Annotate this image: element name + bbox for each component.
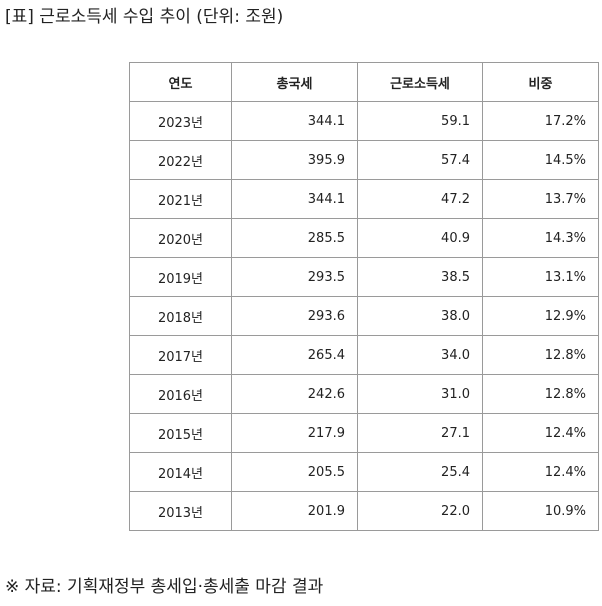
cell-total-tax: 242.6 [231, 374, 358, 414]
cell-share: 12.8% [482, 335, 599, 375]
cell-total-tax: 265.4 [231, 335, 358, 375]
cell-year: 2020년 [129, 218, 232, 258]
cell-income-tax: 31.0 [357, 374, 483, 414]
table-row: 2019년 293.5 38.5 13.1% [129, 257, 599, 297]
cell-income-tax: 47.2 [357, 179, 483, 219]
table-row: 2020년 285.5 40.9 14.3% [129, 218, 599, 258]
cell-share: 14.5% [482, 140, 599, 180]
table-row: 2018년 293.6 38.0 12.9% [129, 296, 599, 336]
cell-income-tax: 59.1 [357, 101, 483, 141]
cell-total-tax: 201.9 [231, 491, 358, 531]
cell-total-tax: 344.1 [231, 179, 358, 219]
table-row: 2022년 395.9 57.4 14.5% [129, 140, 599, 180]
cell-year: 2018년 [129, 296, 232, 336]
cell-income-tax: 22.0 [357, 491, 483, 531]
cell-share: 12.9% [482, 296, 599, 336]
header-income-tax: 근로소득세 [357, 62, 483, 102]
table-row: 2014년 205.5 25.4 12.4% [129, 452, 599, 492]
source-note: ※ 자료: 기획재정부 총세입·총세출 마감 결과 [5, 577, 324, 597]
cell-total-tax: 205.5 [231, 452, 358, 492]
cell-total-tax: 395.9 [231, 140, 358, 180]
cell-year: 2016년 [129, 374, 232, 414]
income-tax-table: 연도 총국세 근로소득세 비중 2023년 344.1 59.1 17.2% 2022년… [129, 62, 599, 531]
cell-year: 2021년 [129, 179, 232, 219]
header-year: 연도 [129, 62, 232, 102]
cell-year: 2019년 [129, 257, 232, 297]
cell-total-tax: 293.5 [231, 257, 358, 297]
cell-share: 12.4% [482, 452, 599, 492]
cell-year: 2022년 [129, 140, 232, 180]
cell-share: 12.4% [482, 413, 599, 453]
cell-year: 2013년 [129, 491, 232, 531]
cell-share: 13.7% [482, 179, 599, 219]
cell-total-tax: 293.6 [231, 296, 358, 336]
cell-year: 2014년 [129, 452, 232, 492]
cell-share: 14.3% [482, 218, 599, 258]
cell-share: 17.2% [482, 101, 599, 141]
cell-total-tax: 217.9 [231, 413, 358, 453]
cell-year: 2017년 [129, 335, 232, 375]
cell-share: 12.8% [482, 374, 599, 414]
cell-total-tax: 285.5 [231, 218, 358, 258]
cell-income-tax: 38.0 [357, 296, 483, 336]
cell-income-tax: 25.4 [357, 452, 483, 492]
cell-year: 2023년 [129, 101, 232, 141]
header-total-tax: 총국세 [231, 62, 358, 102]
cell-share: 10.9% [482, 491, 599, 531]
cell-income-tax: 40.9 [357, 218, 483, 258]
table-caption: [표] 근로소득세 수입 추이 (단위: 조원) [5, 7, 284, 27]
cell-income-tax: 57.4 [357, 140, 483, 180]
cell-income-tax: 27.1 [357, 413, 483, 453]
table-row: 2023년 344.1 59.1 17.2% [129, 101, 599, 141]
cell-share: 13.1% [482, 257, 599, 297]
cell-income-tax: 38.5 [357, 257, 483, 297]
header-share: 비중 [482, 62, 599, 102]
table-row: 2017년 265.4 34.0 12.8% [129, 335, 599, 375]
cell-total-tax: 344.1 [231, 101, 358, 141]
cell-income-tax: 34.0 [357, 335, 483, 375]
table-body: 2023년 344.1 59.1 17.2% 2022년 395.9 57.4 14.5% 20… [129, 101, 599, 531]
table-row: 2016년 242.6 31.0 12.8% [129, 374, 599, 414]
table-row: 2015년 217.9 27.1 12.4% [129, 413, 599, 453]
table-header-row: 연도 총국세 근로소득세 비중 [129, 62, 599, 102]
cell-year: 2015년 [129, 413, 232, 453]
table-row: 2021년 344.1 47.2 13.7% [129, 179, 599, 219]
table-row: 2013년 201.9 22.0 10.9% [129, 491, 599, 531]
